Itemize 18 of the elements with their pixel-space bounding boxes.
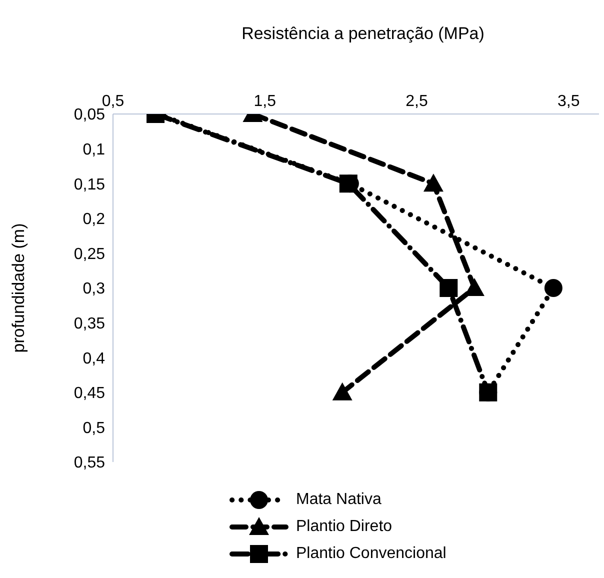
x-axis-title: Resistência a penetração (MPa) [240, 24, 486, 44]
legend-label: Plantio Direto [296, 518, 392, 536]
y-tick-label: 0,3 [82, 280, 106, 298]
y-tick-label: 0,45 [74, 385, 106, 402]
y-tick-label: 0,15 [74, 176, 106, 194]
y-tick-label: 0,55 [74, 454, 106, 472]
y-tick-label: 0,2 [82, 211, 106, 228]
y-tick-label: 0,4 [82, 350, 106, 368]
x-tick-label: 3,5 [558, 93, 580, 110]
y-tick-label: 0,25 [74, 246, 106, 263]
y-tick-label: 0,35 [74, 315, 106, 332]
y-axis-title: profundidade (m) [9, 223, 28, 353]
y-tick-label: 0,5 [82, 420, 106, 437]
y-tick-label: 0,1 [82, 141, 106, 158]
x-tick-label: 2,5 [406, 93, 428, 110]
legend-label: Plantio Convencional [296, 544, 446, 562]
x-tick-label: 1,5 [254, 93, 276, 110]
legend-label: Mata Nativa [296, 490, 382, 508]
